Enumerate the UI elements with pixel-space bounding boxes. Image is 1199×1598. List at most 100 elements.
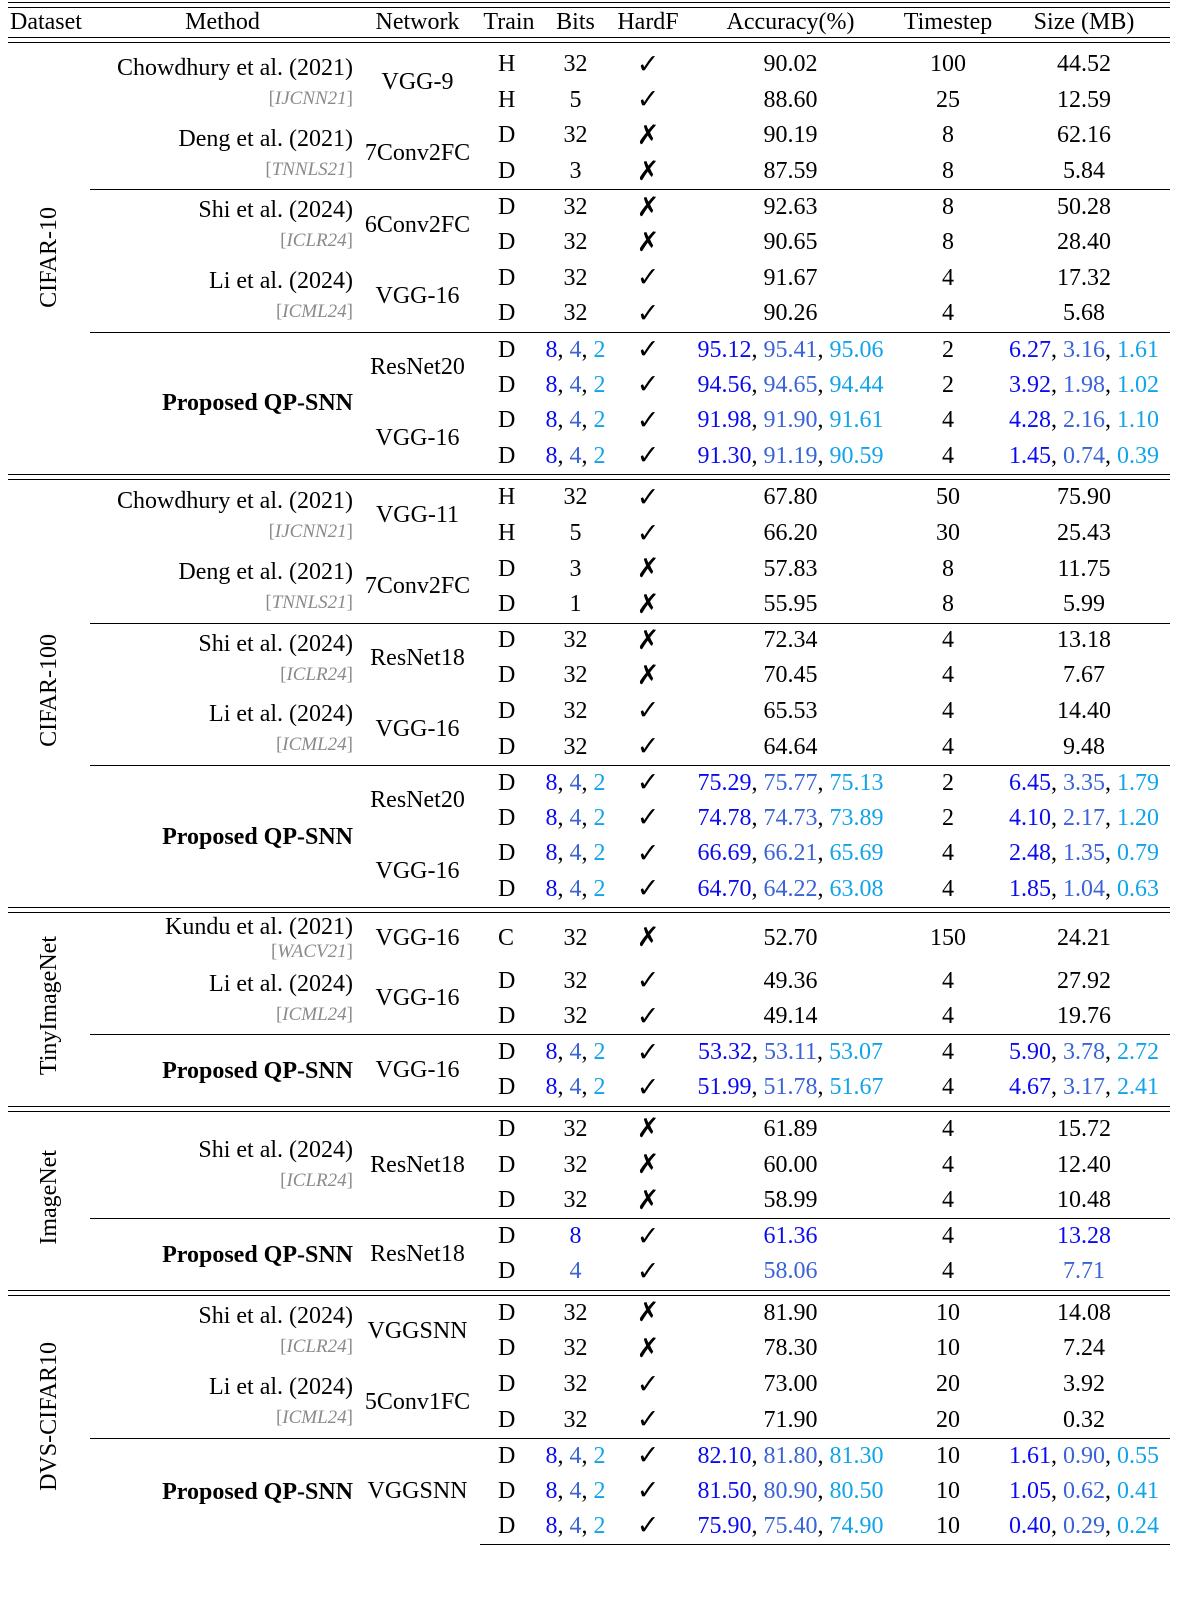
method-name: Deng et al. (2021) <box>178 558 353 585</box>
train-cell: D <box>480 189 538 225</box>
venue-name: TNNLS21 <box>271 158 347 180</box>
size-cell: 1.45, 0.74, 0.39 <box>1009 442 1159 469</box>
method-name: Li et al. (2024) <box>209 1374 353 1401</box>
table-row: Deng et al. (2021) [TNNLS21] 7Conv2FC D 32 ✗ 9… <box>8 118 1170 180</box>
bits-cell-variant: 8 <box>545 371 558 398</box>
bits-cell-variant: 8 <box>545 875 558 902</box>
size-cell-variant: 1.10 <box>1117 407 1159 434</box>
timestep-cell: 25 <box>936 86 960 113</box>
table-row: D 32 ✓ 90.26 4 5.68 <box>8 296 1170 332</box>
method-venue: [IJCNN21] <box>268 87 353 109</box>
check-icon: ✓ <box>636 1404 660 1436</box>
method-name: Proposed QP-SNN <box>162 1478 353 1505</box>
header-timestep: Timestep <box>903 9 993 35</box>
method-name: Deng et al. (2021) <box>178 125 353 152</box>
accuracy-cell-variant: 91.90 <box>763 407 818 434</box>
check-icon: ✓ <box>636 84 660 116</box>
bits-cell: 8, 4, 2 <box>538 1034 613 1070</box>
cross-icon: ✗ <box>636 119 660 151</box>
bits-cell-variant: 8 <box>545 336 558 363</box>
size-cell-variant: 3.78 <box>1063 1039 1105 1066</box>
bits-cell: 8, 4, 2 <box>545 804 606 831</box>
bits-cell-variant: 4 <box>569 442 582 469</box>
table-row: Li et al. (2024) [ICML24] VGG-16 D 32 ✓ 49.36 4… <box>8 963 1170 1025</box>
timestep-cell: 2 <box>942 371 954 398</box>
header-bits: Bits <box>556 9 595 35</box>
bits-cell: 8, 4, 2 <box>538 764 613 801</box>
size-cell: 1.61, 0.90, 0.55 <box>998 1437 1170 1474</box>
dataset-label: DVS-CIFAR10 <box>36 1342 62 1492</box>
bits-cell-variant: 4 <box>569 1039 582 1066</box>
train-cell: D <box>480 764 538 801</box>
table-row: CIFAR-10 Chowdhury et al. (2021) [IJCNN21]… <box>8 47 1170 307</box>
network-cell: 5Conv1FC <box>364 1388 471 1415</box>
bits-cell-variant: 8 <box>545 840 558 867</box>
accuracy-cell: 64.70, 64.22, 63.08 <box>697 875 884 902</box>
network-cell: 6Conv2FC <box>355 189 480 260</box>
size-cell-variant: 1.98 <box>1063 371 1105 398</box>
accuracy-cell-variant: 64.22 <box>763 875 818 902</box>
accuracy-cell: 91.30, 91.19, 90.59 <box>697 442 884 469</box>
accuracy-cell: 58.99 <box>763 1187 818 1214</box>
timestep-cell: 4 <box>942 967 954 994</box>
size-cell: 5.99 <box>1063 591 1105 618</box>
method-venue: [IJCNN21] <box>268 520 353 542</box>
accuracy-cell: 64.64 <box>763 733 818 760</box>
timestep-cell: 4 <box>898 1034 998 1070</box>
accuracy-cell-variant: 75.29 <box>697 769 752 796</box>
dataset-cell: DVS-CIFAR10 <box>8 1296 90 1545</box>
accuracy-cell-variant: 75.77 <box>763 769 818 796</box>
size-cell-variant: 1.02 <box>1117 371 1159 398</box>
venue-name: ICLR24 <box>286 1336 347 1358</box>
check-icon: ✓ <box>636 1071 660 1103</box>
bits-cell-variant: 4 <box>569 1477 582 1504</box>
size-cell-variant: 3.17 <box>1063 1074 1105 1101</box>
method-cell: Deng et al. (2021) [TNNLS21] <box>90 551 355 622</box>
venue-name: ICML24 <box>282 1407 347 1429</box>
dataset-label: ImageNet <box>36 1149 62 1245</box>
timestep-cell: 4 <box>942 1115 954 1142</box>
table-row: D 32 ✗ 60.00 4 12.40 <box>8 1147 1170 1183</box>
cross-icon: ✗ <box>636 659 660 691</box>
accuracy-cell: 55.95 <box>763 591 818 618</box>
accuracy-cell-variant: 94.44 <box>829 371 884 398</box>
size-cell-variant: 4.10 <box>1009 804 1051 831</box>
accuracy-cell: 90.02 <box>763 51 818 78</box>
check-icon: ✓ <box>636 1255 660 1287</box>
bits-cell: 8, 4, 2 <box>545 1074 606 1101</box>
size-cell-variant: 1.61 <box>1117 336 1159 363</box>
dataset-label: CIFAR-10 <box>36 206 62 308</box>
accuracy-cell-variant: 53.07 <box>829 1039 884 1066</box>
method-venue: [ICML24] <box>275 301 353 323</box>
size-cell-variant: 1.05 <box>1009 1477 1051 1504</box>
check-icon: ✓ <box>636 1368 660 1400</box>
size-cell: 24.21 <box>1057 924 1111 951</box>
bits-cell: 4 <box>538 1254 613 1290</box>
bits-cell-variant: 8 <box>545 442 558 469</box>
timestep-cell: 4 <box>942 264 954 291</box>
table-row: Li et al. (2024) [ICML24] VGG-16 D 32 ✓ 65.53 4… <box>8 694 1170 755</box>
accuracy-cell: 57.83 <box>763 555 818 582</box>
accuracy-cell: 66.69, 66.21, 65.69 <box>697 840 884 867</box>
method-name: Proposed QP-SNN <box>162 1241 353 1268</box>
accuracy-cell: 90.65 <box>763 229 818 256</box>
accuracy-cell-variant: 66.21 <box>763 840 818 867</box>
size-cell: 7.24 <box>1063 1335 1105 1362</box>
size-cell-variant: 3.92 <box>1009 371 1051 398</box>
timestep-cell: 4 <box>942 1074 954 1101</box>
accuracy-cell-variant: 51.99 <box>697 1074 752 1101</box>
timestep-cell: 8 <box>942 591 954 618</box>
method-venue: [ICLR24] <box>280 1336 353 1358</box>
size-cell: 12.59 <box>1057 86 1111 113</box>
method-name: Proposed QP-SNN <box>162 390 353 417</box>
header-hardf: HardF <box>617 9 679 35</box>
accuracy-cell: 60.00 <box>763 1151 818 1178</box>
network-cell: VGG-16 <box>375 858 460 885</box>
method-cell: Li et al. (2024) [ICML24] <box>90 963 355 1034</box>
accuracy-cell: 78.30 <box>763 1335 818 1362</box>
train-cell: D <box>498 967 516 994</box>
check-icon: ✓ <box>613 1509 683 1545</box>
accuracy-cell: 73.00 <box>763 1371 818 1398</box>
venue-name: ICLR24 <box>286 663 347 685</box>
method-name: Shi et al. (2024) <box>198 197 353 224</box>
